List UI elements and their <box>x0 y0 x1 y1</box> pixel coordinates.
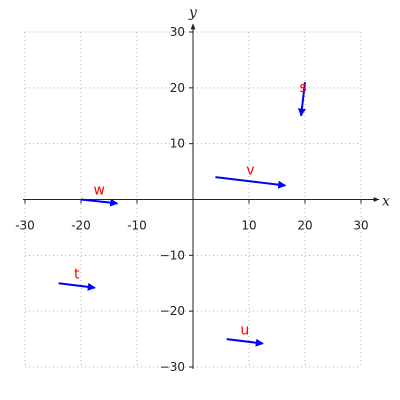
vector-u <box>226 338 264 347</box>
vector-v <box>215 176 287 189</box>
vector-t <box>58 282 96 291</box>
vector-label-w: w <box>93 182 104 198</box>
x-tick-label: -10 <box>127 219 147 233</box>
x-tick-label: 30 <box>353 219 368 233</box>
axes <box>23 23 380 369</box>
y-tick-label: 20 <box>170 81 185 95</box>
y-tick-label: 30 <box>170 25 185 39</box>
y-tick-label: −30 <box>160 360 185 374</box>
vector-label-u: u <box>240 322 249 338</box>
vector-label-s: s <box>299 80 306 96</box>
y-tick-label: −10 <box>160 248 185 262</box>
y-tick-label: −20 <box>160 304 185 318</box>
ticks: -30 -20 -10 10 20 30 −30 −20 −10 10 20 30 <box>15 25 368 374</box>
vector-label-t: t <box>74 266 80 282</box>
vector-s <box>297 82 306 117</box>
vectors: s v w t u <box>58 80 307 347</box>
x-tick-label: 10 <box>241 219 256 233</box>
y-tick-label: 10 <box>170 137 185 151</box>
x-tick-label: 20 <box>297 219 312 233</box>
x-axis-label: x <box>382 194 390 210</box>
y-axis-label: y <box>188 5 198 21</box>
x-tick-label: -20 <box>71 219 91 233</box>
vector-label-v: v <box>246 162 254 178</box>
x-tick-label: -30 <box>15 219 35 233</box>
vector-w <box>80 198 119 207</box>
